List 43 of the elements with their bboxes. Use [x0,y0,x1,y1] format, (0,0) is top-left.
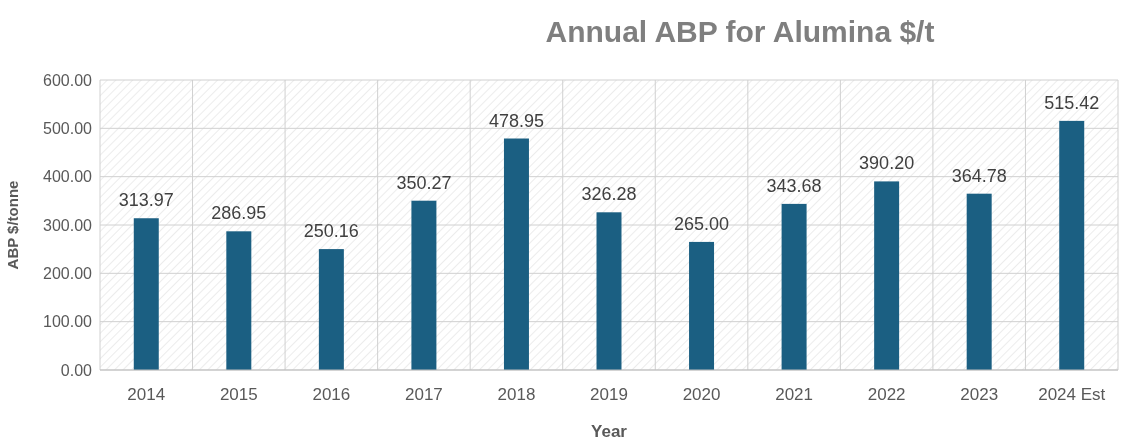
data-label: 343.68 [766,175,822,196]
x-tick-label: 2016 [312,385,351,404]
x-tick-label: 2017 [405,385,443,404]
data-label: 286.95 [211,203,267,224]
chart-title: Annual ABP for Alumina $/t [545,15,935,48]
x-axis-title: Year [591,422,628,441]
bar [411,200,437,370]
x-tick-label: 2021 [775,385,813,404]
x-tick-label: 2023 [960,385,999,404]
x-tick-label: 2022 [867,385,906,404]
x-tick-label: 2024 Est [1038,385,1106,404]
y-tick-label: 500.00 [43,119,93,137]
bar [133,218,159,370]
data-label: 390.20 [859,153,915,174]
bar [874,181,900,370]
x-tick-label: 2015 [219,385,258,404]
y-tick-label: 400.00 [43,168,93,186]
x-tick-label: 2018 [497,385,536,404]
x-tick-label: 2019 [590,385,628,404]
data-label: 515.42 [1044,92,1100,113]
bar [503,138,529,370]
x-tick-label: 2020 [682,385,721,404]
bar [781,203,807,370]
data-label: 326.28 [581,184,637,205]
bar [226,231,252,370]
bar [318,249,344,370]
data-label: 350.27 [396,172,452,193]
data-label: 478.95 [488,110,544,131]
bar [966,193,992,370]
x-tick-label: 2014 [127,385,166,404]
y-tick-label: 300.00 [43,216,93,234]
data-label: 265.00 [674,213,730,234]
y-tick-label: 600.00 [43,71,93,89]
data-label: 364.78 [951,165,1007,186]
y-tick-label: 200.00 [43,264,93,282]
y-axis-title: ABP $/tonne [4,180,21,270]
y-tick-label: 0.00 [60,361,93,379]
y-tick-label: 100.00 [43,313,93,331]
bar [689,241,715,370]
bar [596,212,622,370]
data-label: 313.97 [118,190,174,211]
data-label: 250.16 [303,221,359,242]
bar [1059,120,1085,370]
